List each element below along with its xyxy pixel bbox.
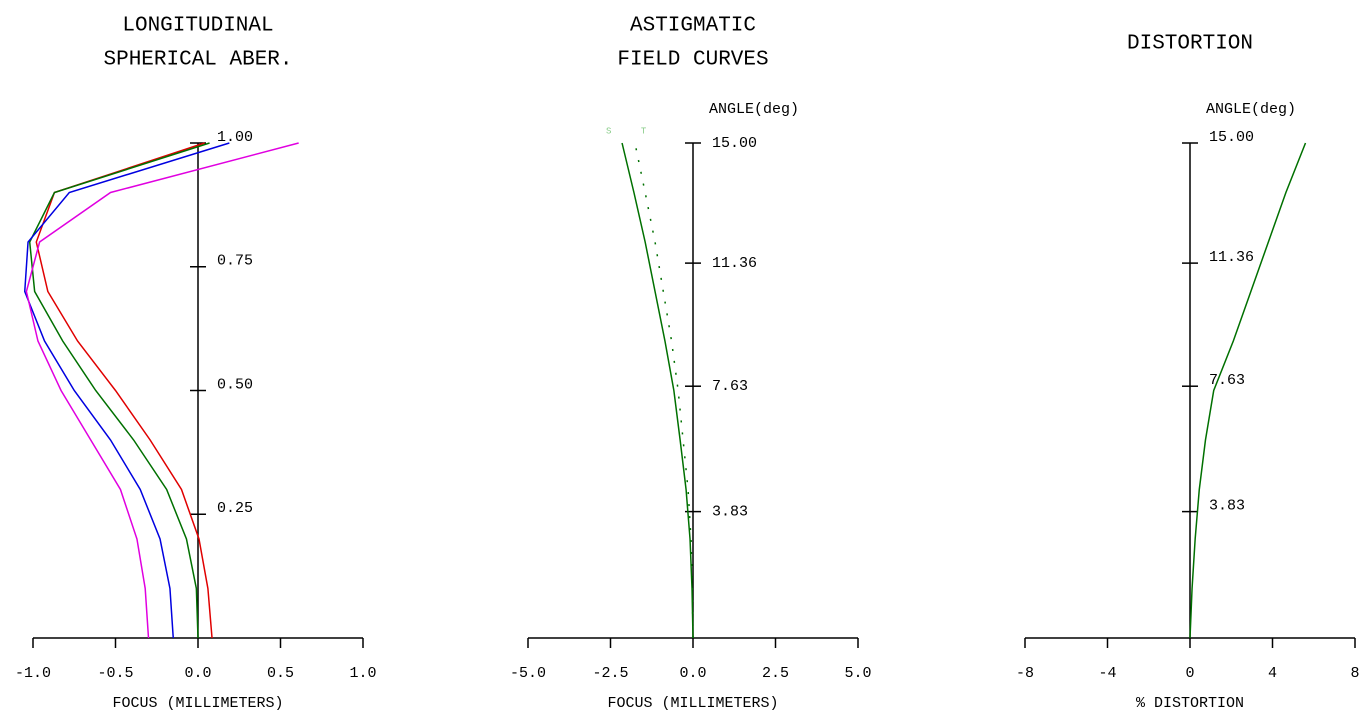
x-axis-label: FOCUS (MILLIMETERS) bbox=[112, 695, 283, 712]
chart-title: DISTORTION bbox=[1127, 33, 1253, 56]
y-tick-label: 15.00 bbox=[1209, 129, 1254, 146]
x-tick-label: 5.0 bbox=[844, 665, 871, 682]
y-tick-label: 0.75 bbox=[217, 253, 253, 270]
x-tick-label: 1.0 bbox=[349, 665, 376, 682]
x-tick-label: 0 bbox=[1185, 665, 1194, 682]
x-axis-label: FOCUS (MILLIMETERS) bbox=[607, 695, 778, 712]
series-line bbox=[634, 142, 694, 639]
series-line bbox=[621, 142, 694, 639]
y-tick-label: 1.00 bbox=[217, 129, 253, 146]
x-axis-label: % DISTORTION bbox=[1136, 695, 1244, 712]
x-tick-label: -8 bbox=[1016, 665, 1034, 682]
y-tick-label: 3.83 bbox=[712, 504, 748, 521]
y-tick-label: 15.00 bbox=[712, 135, 757, 152]
chart-title: FIELD CURVES bbox=[617, 49, 768, 72]
x-tick-label: 0.5 bbox=[267, 665, 294, 682]
y-tick-label: 11.36 bbox=[1209, 249, 1254, 266]
series-line bbox=[25, 142, 299, 639]
x-tick-label: 0.0 bbox=[679, 665, 706, 682]
y-tick-label: 7.63 bbox=[712, 378, 748, 395]
y-axis-label: ANGLE(deg) bbox=[709, 101, 799, 118]
x-tick-label: 0.0 bbox=[184, 665, 211, 682]
series-line bbox=[35, 142, 213, 639]
series-line bbox=[28, 142, 210, 639]
chart-title: LONGITUDINAL bbox=[122, 15, 273, 38]
x-tick-label: 2.5 bbox=[762, 665, 789, 682]
y-tick-label: 0.25 bbox=[217, 500, 253, 517]
y-tick-label: 3.83 bbox=[1209, 498, 1245, 515]
x-tick-label: -4 bbox=[1098, 665, 1116, 682]
y-tick-label: 7.63 bbox=[1209, 372, 1245, 389]
series-line bbox=[23, 142, 230, 639]
x-tick-label: 8 bbox=[1350, 665, 1359, 682]
y-axis-label: ANGLE(deg) bbox=[1206, 101, 1296, 118]
x-tick-label: -5.0 bbox=[510, 665, 546, 682]
x-tick-label: -0.5 bbox=[97, 665, 133, 682]
chart-title: ASTIGMATIC bbox=[630, 15, 756, 38]
x-tick-label: 4 bbox=[1268, 665, 1277, 682]
x-tick-label: -1.0 bbox=[15, 665, 51, 682]
chart-title: SPHERICAL ABER. bbox=[103, 49, 292, 72]
x-tick-label: -2.5 bbox=[592, 665, 628, 682]
y-tick-label: 0.50 bbox=[217, 376, 253, 393]
y-tick-label: 11.36 bbox=[712, 255, 757, 272]
series-line bbox=[1189, 142, 1307, 639]
series-label: T bbox=[641, 126, 647, 136]
series-label: S bbox=[606, 126, 611, 136]
